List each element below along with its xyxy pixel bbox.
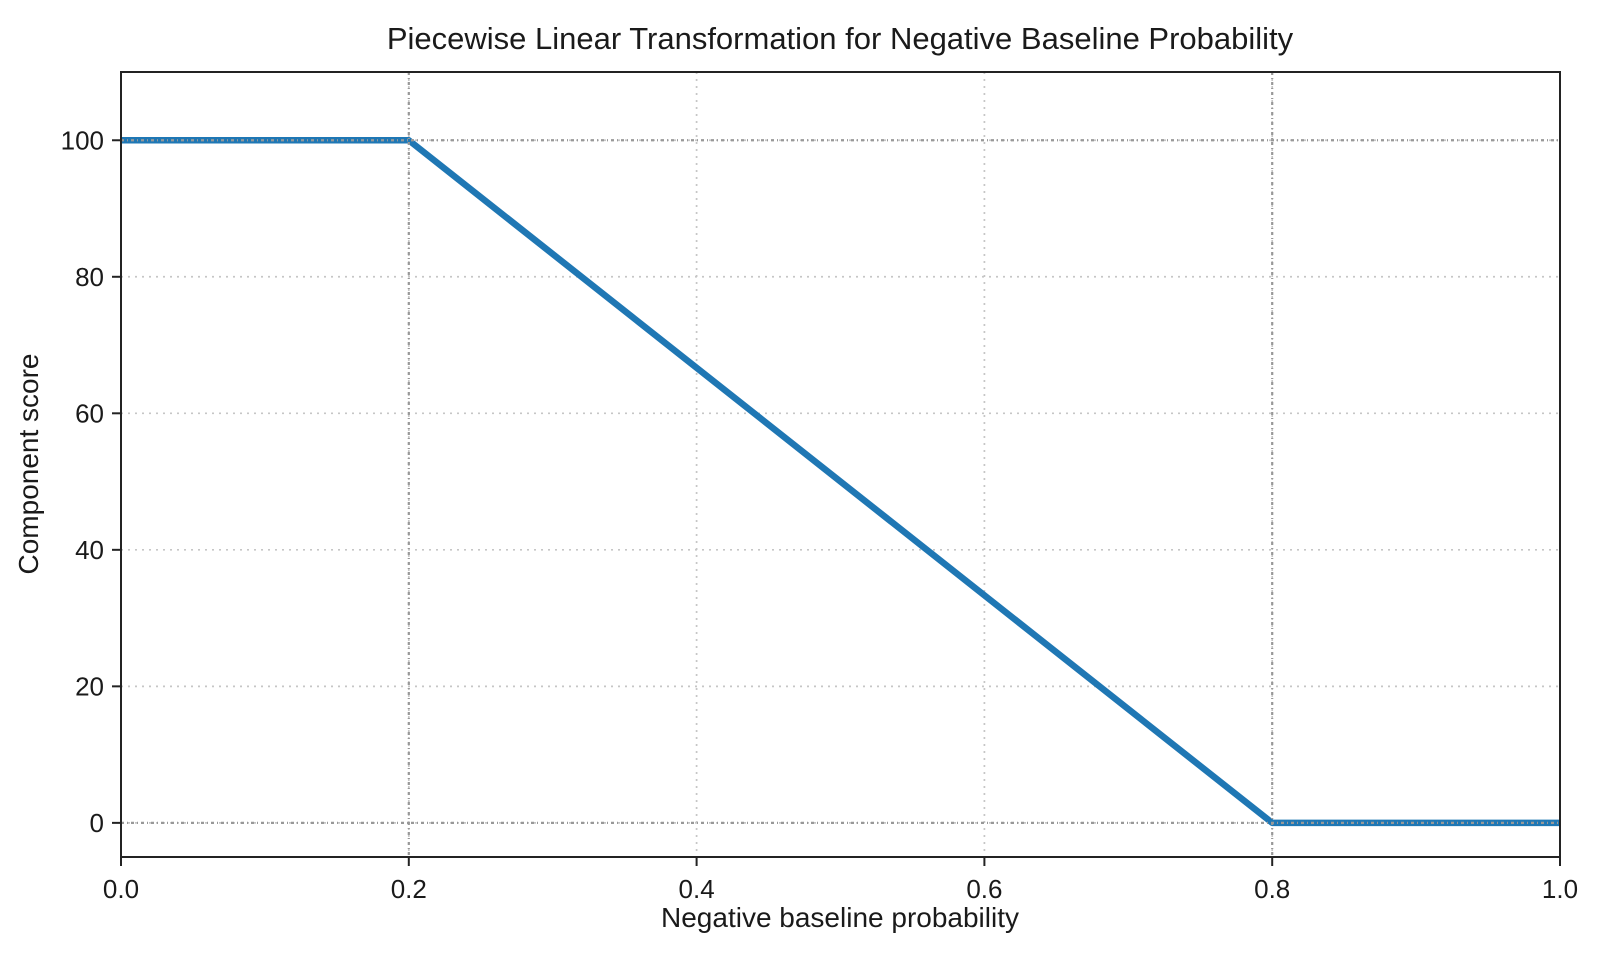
y-tick-label: 0	[90, 808, 104, 838]
x-tick-label: 0.8	[1254, 874, 1290, 904]
x-tick-label: 1.0	[1542, 874, 1578, 904]
chart-title: Piecewise Linear Transformation for Nega…	[387, 21, 1294, 56]
reference-lines-layer	[121, 72, 1560, 857]
y-axis-label: Component score	[13, 353, 44, 574]
x-tick-label: 0.6	[966, 874, 1002, 904]
x-tick-label: 0.0	[103, 874, 139, 904]
y-tick-label: 80	[75, 262, 104, 292]
y-tick-label: 100	[61, 125, 104, 155]
x-axis-label: Negative baseline probability	[661, 902, 1019, 933]
axes-layer	[112, 71, 1561, 866]
plot-border	[120, 71, 1561, 858]
data-series-layer	[121, 137, 1560, 827]
grid-layer	[121, 72, 1560, 857]
x-tick-label: 0.2	[391, 874, 427, 904]
y-tick-label: 20	[75, 671, 104, 701]
x-tick-label: 0.4	[679, 874, 715, 904]
y-tick-label: 40	[75, 535, 104, 565]
tick-labels-layer: 0.0 0.2 0.4 0.6 0.8 1.0 0 20 40 60 80 100	[61, 125, 1578, 904]
data-series-line	[121, 137, 1560, 827]
y-tick-label: 60	[75, 398, 104, 428]
